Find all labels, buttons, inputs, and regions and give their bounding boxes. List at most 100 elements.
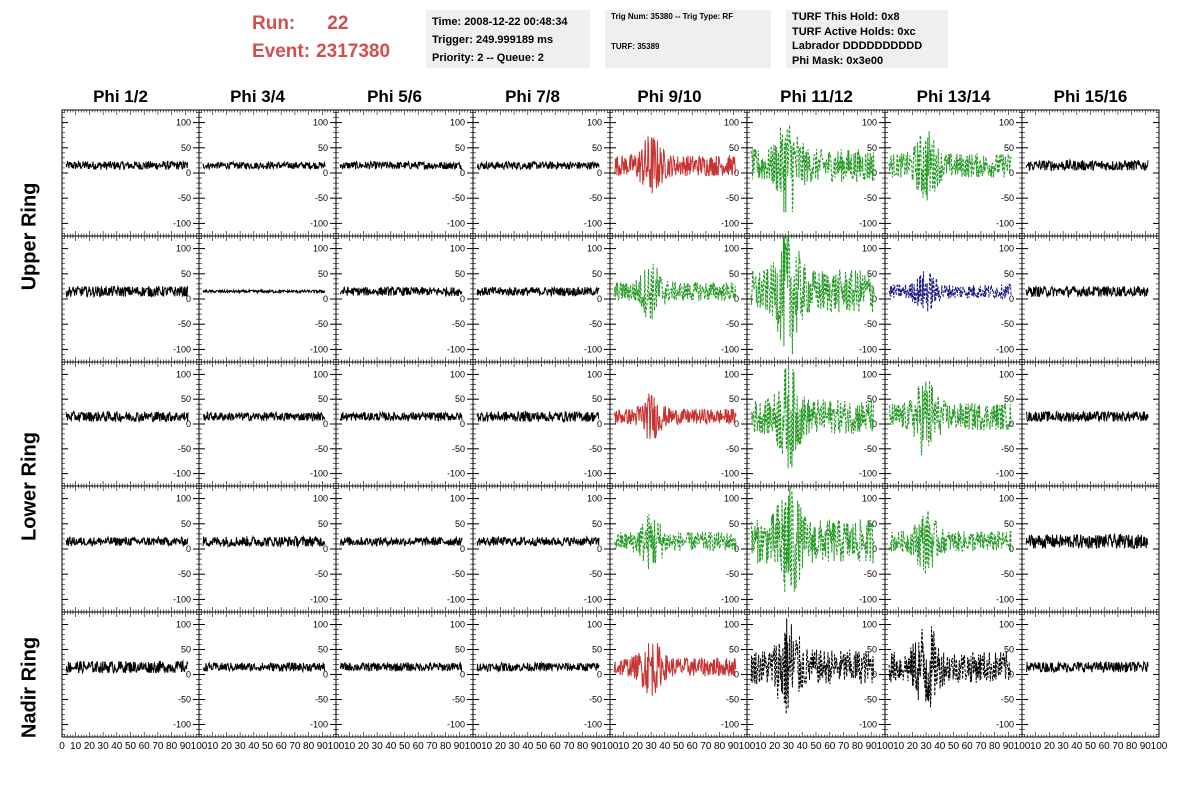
waveform-trace bbox=[751, 367, 874, 469]
y-tick-label: -50 bbox=[178, 319, 191, 329]
waveform-trace bbox=[889, 381, 1011, 456]
y-tick-label: 50 bbox=[1004, 143, 1014, 153]
panel-frame bbox=[1022, 362, 1159, 486]
y-tick-label: 0 bbox=[186, 419, 191, 429]
y-tick-label: 100 bbox=[862, 369, 877, 379]
y-tick-label: 0 bbox=[323, 168, 328, 178]
y-tick-label: -50 bbox=[726, 444, 739, 454]
y-tick-label: -100 bbox=[721, 218, 739, 228]
y-tick-label: 0 bbox=[597, 168, 602, 178]
y-tick-label: -100 bbox=[447, 218, 465, 228]
y-tick-label: -100 bbox=[721, 469, 739, 479]
y-tick-label: -50 bbox=[1001, 319, 1014, 329]
y-tick-label: -100 bbox=[859, 344, 877, 354]
y-tick-label: 50 bbox=[181, 519, 191, 529]
panel-frame bbox=[885, 236, 1022, 362]
y-tick-label: -100 bbox=[996, 218, 1014, 228]
y-tick-label: 0 bbox=[323, 419, 328, 429]
y-tick-label: -100 bbox=[310, 469, 328, 479]
y-tick-label: 100 bbox=[313, 118, 328, 128]
y-tick-label: 50 bbox=[181, 143, 191, 153]
y-tick-label: -50 bbox=[589, 444, 602, 454]
y-tick-label: 100 bbox=[724, 369, 739, 379]
y-tick-label: 100 bbox=[450, 244, 465, 254]
y-tick-label: 50 bbox=[455, 519, 465, 529]
y-tick-label: 0 bbox=[460, 168, 465, 178]
waveform-trace bbox=[477, 162, 599, 170]
y-tick-label: 100 bbox=[724, 494, 739, 504]
y-tick-label: 0 bbox=[460, 544, 465, 554]
y-tick-label: -100 bbox=[447, 344, 465, 354]
y-tick-label: 50 bbox=[592, 269, 602, 279]
y-tick-label: 100 bbox=[450, 494, 465, 504]
panel-frame bbox=[336, 236, 473, 362]
y-tick-label: -50 bbox=[178, 193, 191, 203]
y-tick-label: -100 bbox=[721, 344, 739, 354]
panel-frame bbox=[199, 236, 336, 362]
y-tick-label: 50 bbox=[592, 519, 602, 529]
panel-frame bbox=[885, 362, 1022, 486]
y-tick-label: 100 bbox=[862, 494, 877, 504]
panel-frame bbox=[1022, 236, 1159, 362]
y-tick-label: -100 bbox=[310, 218, 328, 228]
y-tick-label: 50 bbox=[318, 143, 328, 153]
y-tick-label: -100 bbox=[310, 344, 328, 354]
y-tick-label: -50 bbox=[589, 319, 602, 329]
y-tick-label: 100 bbox=[176, 369, 191, 379]
panel-frame bbox=[610, 110, 747, 236]
y-tick-label: -100 bbox=[173, 218, 191, 228]
y-tick-label: 100 bbox=[724, 118, 739, 128]
waveform-trace bbox=[614, 394, 736, 439]
y-tick-label: 50 bbox=[455, 143, 465, 153]
y-tick-label: 50 bbox=[729, 394, 739, 404]
y-tick-label: -50 bbox=[864, 444, 877, 454]
panel-frame bbox=[1022, 110, 1159, 236]
y-tick-label: -50 bbox=[178, 569, 191, 579]
y-tick-label: -50 bbox=[864, 569, 877, 579]
waveform-trace bbox=[614, 264, 736, 320]
y-tick-label: 100 bbox=[176, 118, 191, 128]
y-tick-label: 100 bbox=[450, 369, 465, 379]
y-tick-label: 0 bbox=[734, 168, 739, 178]
y-tick-label: 100 bbox=[999, 369, 1014, 379]
y-tick-label: 100 bbox=[999, 118, 1014, 128]
y-tick-label: -50 bbox=[1001, 444, 1014, 454]
y-tick-label: -50 bbox=[726, 193, 739, 203]
y-tick-label: 0 bbox=[186, 544, 191, 554]
waveform-grid: -100 -50 0 50 100 -100 -50 0 50 100 -100 -50 0 50 100 -… bbox=[0, 0, 1196, 772]
waveform-trace bbox=[1026, 160, 1148, 171]
y-tick-label: 100 bbox=[176, 494, 191, 504]
y-tick-label: 50 bbox=[318, 269, 328, 279]
y-tick-label: -100 bbox=[859, 218, 877, 228]
y-tick-label: 100 bbox=[313, 494, 328, 504]
y-tick-label: -50 bbox=[315, 444, 328, 454]
panel-frame bbox=[610, 486, 747, 612]
waveform-trace bbox=[614, 514, 736, 569]
waveform-trace bbox=[203, 412, 325, 421]
y-tick-label: 0 bbox=[186, 168, 191, 178]
waveform-trace bbox=[477, 287, 599, 296]
y-tick-label: 0 bbox=[1009, 419, 1014, 429]
y-tick-label: 50 bbox=[1004, 394, 1014, 404]
waveform-trace bbox=[614, 136, 736, 193]
y-tick-label: -100 bbox=[310, 594, 328, 604]
panel-frame bbox=[473, 110, 610, 236]
y-tick-label: -50 bbox=[178, 444, 191, 454]
panel-frame bbox=[199, 362, 336, 486]
y-tick-label: -100 bbox=[173, 344, 191, 354]
y-tick-label: -50 bbox=[1001, 193, 1014, 203]
y-tick-label: 100 bbox=[999, 244, 1014, 254]
panel-frame bbox=[62, 486, 199, 612]
waveform-trace bbox=[1026, 286, 1148, 297]
waveform-trace bbox=[66, 286, 188, 297]
y-tick-label: 0 bbox=[460, 419, 465, 429]
y-tick-label: -100 bbox=[173, 469, 191, 479]
y-tick-label: -100 bbox=[584, 218, 602, 228]
y-tick-label: -50 bbox=[864, 319, 877, 329]
y-tick-label: -100 bbox=[447, 469, 465, 479]
y-tick-label: -50 bbox=[452, 319, 465, 329]
waveform-trace bbox=[751, 236, 874, 354]
y-tick-label: 50 bbox=[729, 143, 739, 153]
y-tick-label: -50 bbox=[315, 569, 328, 579]
y-tick-label: 0 bbox=[323, 544, 328, 554]
